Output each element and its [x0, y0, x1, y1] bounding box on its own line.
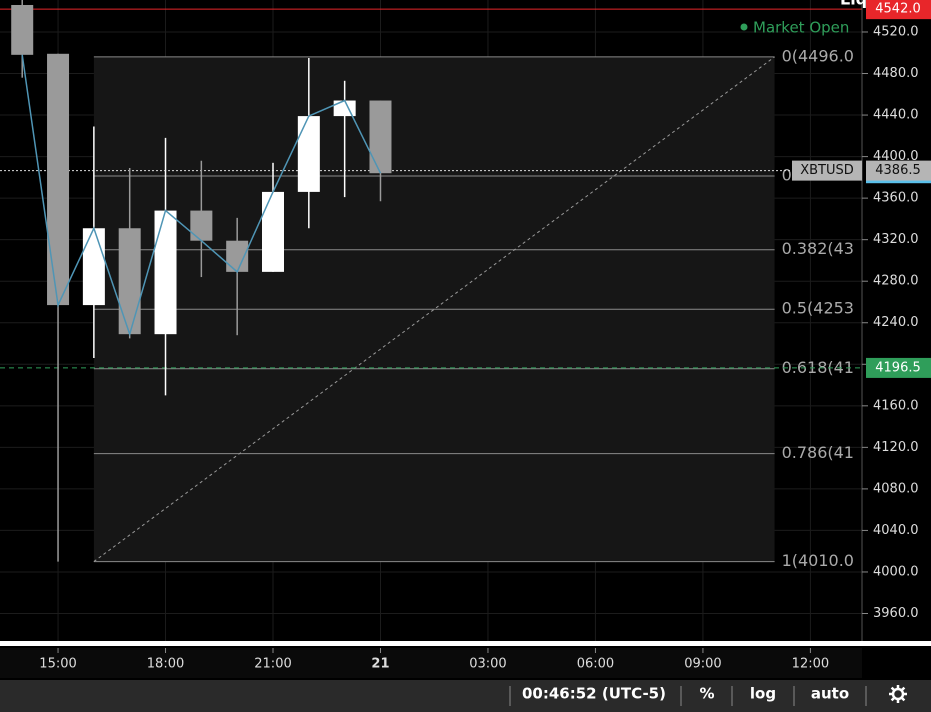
auto-button[interactable]: auto — [811, 685, 849, 703]
x-tick-label: 15:00 — [39, 657, 76, 672]
y-tick-label: 4080.0 — [873, 481, 919, 496]
clock: 00:46:52 (UTC-5) — [522, 685, 666, 703]
candle-body — [118, 228, 141, 335]
fib-label: 0.382(43 — [782, 239, 854, 258]
x-tick-label: 09:00 — [684, 657, 721, 672]
x-tick-label: 21 — [371, 657, 389, 672]
candle-body — [226, 240, 249, 272]
fib-label: 0.786(41 — [782, 443, 854, 462]
toolbar — [0, 680, 931, 712]
x-tick-label: 18:00 — [147, 657, 184, 672]
fib-label: 1(4010.0 — [782, 551, 854, 570]
y-tick-label: 3960.0 — [873, 606, 919, 621]
y-tick-label: 4160.0 — [873, 398, 919, 413]
separator — [0, 641, 931, 646]
price-tag — [866, 0, 931, 20]
log-button[interactable]: log — [750, 685, 776, 703]
price-tag-label: 4196.5 — [875, 360, 921, 375]
candle-body — [11, 4, 34, 55]
settings-button[interactable] — [889, 685, 907, 703]
price-tag-label: 4386.5 — [875, 163, 921, 178]
candle-body — [333, 100, 356, 117]
fib-label: 0.5(4253 — [782, 299, 854, 318]
percent-button[interactable]: % — [699, 685, 714, 703]
symbol-tag — [792, 160, 862, 181]
y-tick-label: 4120.0 — [873, 440, 919, 455]
top-label: Liq — [840, 0, 867, 9]
market-status: Market Open — [753, 19, 849, 37]
candle-body — [262, 191, 285, 272]
y-tick-label: 4360.0 — [873, 191, 919, 206]
y-tick-label: 4480.0 — [873, 66, 919, 81]
candle-body — [297, 116, 320, 192]
price-tag-label: 4542.0 — [875, 2, 921, 17]
candle-body — [369, 100, 392, 174]
fib-label: 0.618(41 — [782, 358, 854, 377]
y-tick-label: 4400.0 — [873, 149, 919, 164]
price-tag — [866, 357, 931, 378]
fib-label: 0(4496.0 — [782, 46, 854, 65]
x-tick-label: 21:00 — [254, 657, 291, 672]
y-tick-label: 4520.0 — [873, 24, 919, 39]
x-tick-label: 06:00 — [577, 657, 614, 672]
y-tick-label: 4240.0 — [873, 315, 919, 330]
y-tick-label: 4040.0 — [873, 523, 919, 538]
close-line — [21, 54, 382, 337]
time-axis — [0, 648, 862, 678]
candle-body — [154, 210, 177, 335]
x-tick-label: 03:00 — [469, 657, 506, 672]
y-tick-label: 4000.0 — [873, 564, 919, 579]
x-tick-label: 12:00 — [792, 657, 829, 672]
y-tick-label: 4320.0 — [873, 232, 919, 247]
plot-area: 0(4496.00.0.382(430.5(42530.618(410.786(… — [0, 0, 862, 643]
candle-body — [190, 210, 213, 241]
candle-body — [47, 53, 70, 306]
symbol-label: XBTUSD — [800, 163, 854, 178]
candle-body — [82, 228, 105, 306]
price-tag — [866, 160, 931, 181]
y-tick-label: 4280.0 — [873, 274, 919, 289]
status-dot — [740, 23, 748, 31]
y-tick-label: 4440.0 — [873, 108, 919, 123]
